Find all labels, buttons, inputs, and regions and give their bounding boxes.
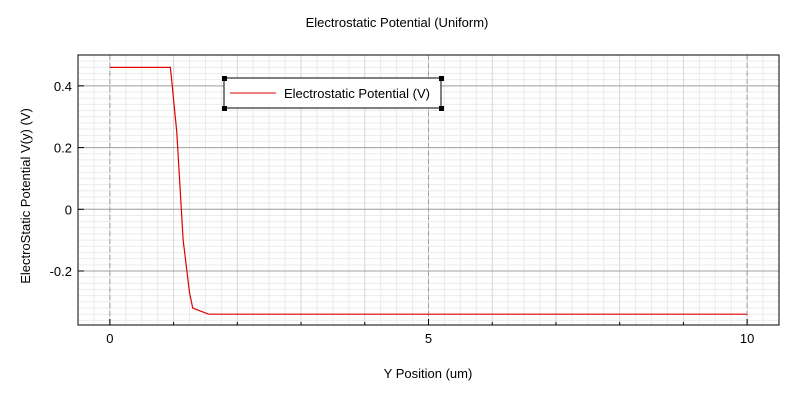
- series-line-0: [109, 66, 748, 315]
- y-tick-label: -0.2: [50, 264, 72, 279]
- x-axis-label: Y Position (um): [384, 366, 473, 381]
- legend[interactable]: Electrostatic Potential (V): [222, 76, 444, 111]
- y-tick-label: 0.4: [54, 79, 72, 94]
- legend-handle-top-left[interactable]: [222, 76, 227, 81]
- y-axis-label: ElectroStatic Potential V(y) (V): [18, 108, 33, 284]
- x-tick-label: 0: [106, 331, 113, 346]
- y-tick-label: 0.2: [54, 141, 72, 156]
- chart-title: Electrostatic Potential (Uniform): [306, 15, 489, 30]
- legend-series-label: Electrostatic Potential (V): [284, 86, 430, 101]
- y-tick-label: 0: [65, 202, 72, 217]
- grid: [77, 54, 780, 325]
- legend-handle-top-right[interactable]: [439, 76, 444, 81]
- ticks: 0 5 10 -0.2 0 0.2 0.4: [50, 79, 755, 346]
- x-tick-label: 5: [425, 331, 432, 346]
- x-tick-label: 10: [740, 331, 754, 346]
- legend-handle-bottom-left[interactable]: [222, 106, 227, 111]
- legend-handle-bottom-right[interactable]: [439, 106, 444, 111]
- series-layer: [109, 66, 748, 315]
